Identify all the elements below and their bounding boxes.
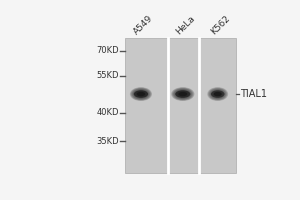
- Ellipse shape: [207, 87, 228, 101]
- Text: 35KD: 35KD: [96, 137, 119, 146]
- Ellipse shape: [208, 88, 227, 101]
- Ellipse shape: [174, 89, 192, 100]
- Ellipse shape: [174, 89, 191, 99]
- Ellipse shape: [175, 90, 190, 99]
- Text: HeLa: HeLa: [174, 14, 197, 36]
- Ellipse shape: [134, 90, 148, 98]
- Ellipse shape: [171, 87, 194, 101]
- Ellipse shape: [137, 92, 145, 97]
- Text: A549: A549: [132, 14, 155, 36]
- Bar: [125, 38, 236, 173]
- Ellipse shape: [137, 92, 145, 96]
- Text: 40KD: 40KD: [96, 108, 119, 117]
- Ellipse shape: [209, 88, 227, 100]
- Ellipse shape: [130, 87, 152, 101]
- Ellipse shape: [212, 90, 224, 98]
- Ellipse shape: [178, 92, 187, 97]
- Ellipse shape: [214, 92, 222, 96]
- Text: 70KD: 70KD: [96, 46, 119, 55]
- Ellipse shape: [133, 89, 149, 99]
- Ellipse shape: [211, 90, 224, 99]
- Ellipse shape: [172, 88, 194, 101]
- Ellipse shape: [211, 90, 224, 98]
- Ellipse shape: [213, 91, 222, 97]
- Ellipse shape: [177, 91, 189, 98]
- Ellipse shape: [176, 90, 190, 98]
- Ellipse shape: [132, 89, 150, 100]
- Text: 55KD: 55KD: [96, 71, 119, 80]
- Ellipse shape: [131, 88, 151, 101]
- Ellipse shape: [212, 91, 223, 98]
- Ellipse shape: [178, 92, 187, 96]
- Ellipse shape: [175, 90, 190, 98]
- Ellipse shape: [178, 91, 188, 97]
- Ellipse shape: [173, 88, 193, 100]
- Ellipse shape: [136, 91, 146, 97]
- Ellipse shape: [135, 91, 147, 98]
- Ellipse shape: [135, 90, 147, 98]
- Ellipse shape: [209, 89, 226, 100]
- Ellipse shape: [131, 88, 151, 100]
- Ellipse shape: [210, 89, 225, 99]
- Text: TIAL1: TIAL1: [241, 89, 268, 99]
- Text: K562: K562: [209, 14, 232, 36]
- Ellipse shape: [134, 90, 148, 99]
